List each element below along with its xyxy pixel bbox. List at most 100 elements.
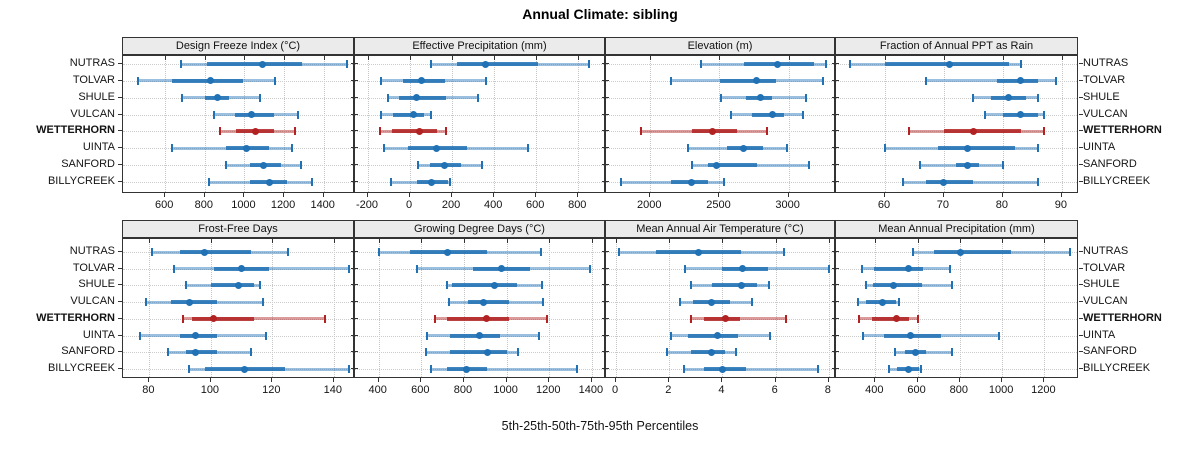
median-dot xyxy=(1017,77,1025,85)
axis-tick xyxy=(721,378,723,382)
whisker-cap xyxy=(212,110,215,119)
whisker-cap xyxy=(1043,110,1046,119)
whisker-cap xyxy=(434,314,437,323)
row-guide xyxy=(355,182,604,183)
tick-label: 6 xyxy=(771,384,778,396)
whisker-cap xyxy=(526,144,529,153)
iqr-bar xyxy=(711,283,757,288)
row-guide xyxy=(606,268,834,270)
whisker-cap xyxy=(296,110,299,119)
whisker-cap xyxy=(249,348,252,357)
axis-tick xyxy=(463,239,465,243)
row-guide xyxy=(606,64,834,65)
axis-tick xyxy=(591,239,593,243)
iqr-bar xyxy=(392,129,438,134)
axis-tick xyxy=(1001,378,1003,382)
axis-tick xyxy=(832,368,839,369)
whisker-cap xyxy=(207,178,210,186)
tick-label: 800 xyxy=(568,199,587,211)
median-dot xyxy=(214,94,222,102)
row-label-right-sanford: SANFORD xyxy=(1083,345,1137,358)
tick-label: 400 xyxy=(865,384,884,396)
row-guide xyxy=(123,182,353,183)
median-dot xyxy=(479,298,487,306)
whisker-cap xyxy=(734,348,737,357)
axis-tick xyxy=(368,56,370,60)
median-dot xyxy=(462,365,470,373)
whisker-cap xyxy=(1019,60,1022,68)
median-dot xyxy=(904,265,912,273)
median-dot xyxy=(757,94,765,102)
axis-tick xyxy=(421,239,423,243)
whisker-cap xyxy=(541,298,544,307)
whisker-cap xyxy=(1037,178,1040,186)
row-guide xyxy=(355,131,604,133)
median-dot xyxy=(708,348,716,356)
axis-tick xyxy=(1079,79,1083,81)
axis-tick xyxy=(959,239,961,243)
row-guide xyxy=(355,80,604,82)
axis-tick xyxy=(650,56,652,60)
gridline xyxy=(204,56,206,192)
axis-tick xyxy=(1079,317,1083,319)
axis-tick xyxy=(943,56,945,60)
axis-tick xyxy=(203,193,205,197)
whisker-cap xyxy=(377,248,380,256)
whisker-cap xyxy=(173,264,175,273)
median-dot xyxy=(713,332,721,340)
median-dot xyxy=(889,281,897,289)
whisker-cap xyxy=(801,110,804,119)
row-guide xyxy=(836,352,1077,354)
median-dot xyxy=(265,178,273,186)
whisker-cap xyxy=(430,110,433,119)
row-label-right-tolvar: TOLVAR xyxy=(1083,261,1126,274)
median-dot xyxy=(201,248,209,256)
tick-label: 0 xyxy=(612,384,619,396)
whisker-cap xyxy=(449,178,452,186)
whisker-cap xyxy=(537,331,540,340)
gridline xyxy=(421,239,423,377)
axis-tick xyxy=(118,317,122,319)
axis-tick xyxy=(118,63,122,64)
axis-tick xyxy=(602,267,609,269)
whisker-cap xyxy=(670,76,673,85)
whisker-cap xyxy=(188,365,191,373)
gridline xyxy=(1061,56,1063,192)
iqr-bar xyxy=(707,163,757,168)
axis-tick xyxy=(1079,181,1083,182)
whisker-cap xyxy=(951,348,954,357)
axis-tick xyxy=(118,147,122,149)
row-guide xyxy=(836,285,1077,287)
tick-label: 0 xyxy=(406,199,413,211)
whisker-cap xyxy=(390,178,393,186)
whisker-cap xyxy=(972,93,975,102)
whisker-cap xyxy=(827,264,830,273)
axis-tick xyxy=(548,378,550,382)
row-guide xyxy=(836,114,1077,116)
gridline xyxy=(244,56,246,192)
whisker-cap xyxy=(1037,144,1040,153)
whisker-cap xyxy=(689,314,692,323)
iqr-bar xyxy=(687,333,739,338)
row-guide xyxy=(836,318,1077,320)
axis-tick xyxy=(377,378,379,382)
whisker-cap xyxy=(517,348,520,357)
gridline xyxy=(788,56,790,192)
tick-label: 600 xyxy=(155,199,174,211)
tick-label: 2500 xyxy=(706,199,731,211)
iqr-bar xyxy=(170,300,217,305)
median-dot xyxy=(721,315,729,323)
axis-tick xyxy=(351,164,358,166)
whisker-cap xyxy=(782,248,785,256)
row-guide xyxy=(836,335,1077,337)
axis-tick xyxy=(669,239,671,243)
median-dot xyxy=(238,265,246,273)
median-dot xyxy=(207,77,215,85)
whisker-cap xyxy=(916,314,919,323)
axis-tick xyxy=(602,284,609,286)
median-dot xyxy=(418,77,426,85)
iqr-bar xyxy=(457,62,539,66)
axis-tick xyxy=(1079,368,1083,369)
median-dot xyxy=(409,111,417,119)
